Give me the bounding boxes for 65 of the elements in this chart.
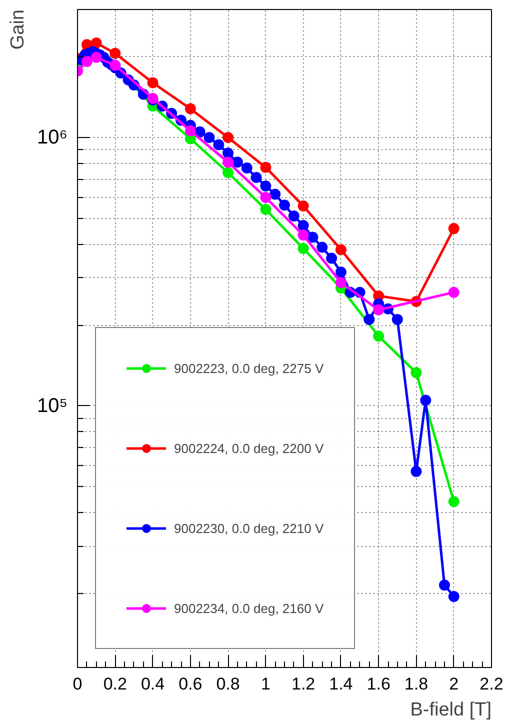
point	[147, 77, 158, 88]
x-tick-label: 0.2	[103, 674, 127, 694]
point	[250, 172, 262, 183]
point	[260, 204, 272, 215]
x-tick-label: 0.4	[140, 674, 165, 694]
point	[288, 210, 300, 222]
y-axis-title: Gain	[8, 9, 28, 50]
point	[260, 180, 272, 192]
x-tick-label: 2	[449, 674, 459, 694]
point	[110, 48, 121, 59]
point	[335, 266, 346, 278]
x-tick-label: 1	[260, 674, 270, 694]
point	[81, 56, 92, 68]
point	[448, 590, 460, 602]
point	[90, 38, 102, 49]
legend-label: 9002230, 0.0 deg, 2210 V	[174, 520, 324, 536]
point	[260, 162, 272, 173]
point	[392, 314, 403, 325]
point	[448, 223, 460, 234]
point	[448, 496, 460, 508]
point	[307, 232, 318, 243]
point	[241, 162, 252, 174]
point	[373, 304, 384, 316]
point	[335, 244, 346, 256]
point	[184, 125, 196, 136]
point	[222, 167, 234, 178]
point	[438, 580, 450, 591]
point	[270, 188, 281, 200]
point	[410, 466, 422, 477]
point	[298, 230, 309, 241]
point	[326, 252, 338, 264]
point	[222, 148, 234, 159]
point	[279, 200, 290, 211]
x-axis-title: B-field [T]	[410, 700, 492, 720]
point	[213, 139, 224, 150]
legend-label: 9002224, 0.0 deg, 2200 V	[174, 440, 324, 456]
point	[420, 394, 432, 406]
x-tick-label: 1.8	[404, 674, 428, 694]
x-tick-label: 0.6	[178, 674, 202, 694]
point	[298, 200, 309, 212]
point	[222, 132, 234, 144]
point	[204, 132, 215, 144]
point	[298, 220, 309, 232]
point	[316, 242, 328, 253]
y-tick-label: 10⁵	[36, 394, 68, 417]
point	[260, 192, 272, 203]
point	[364, 314, 375, 325]
point	[335, 277, 346, 288]
y-tick-label: 10⁶	[37, 126, 68, 149]
point	[232, 156, 243, 168]
point	[410, 367, 422, 378]
legend-label: 9002234, 0.0 deg, 2160 V	[174, 600, 324, 616]
x-tick-label: 2.2	[480, 674, 504, 694]
x-tick-label: 1.2	[292, 674, 316, 694]
point	[298, 243, 309, 254]
point	[373, 330, 384, 342]
point	[448, 286, 460, 298]
x-tick-label: 0	[72, 674, 82, 694]
legend-label: 9002223, 0.0 deg, 2275 V	[174, 360, 324, 376]
x-tick-label: 1.6	[366, 674, 390, 694]
point	[222, 156, 234, 168]
point	[184, 103, 196, 114]
x-tick-label: 1.4	[329, 674, 353, 694]
point	[90, 52, 102, 63]
x-tick-label: 0.8	[216, 674, 240, 694]
